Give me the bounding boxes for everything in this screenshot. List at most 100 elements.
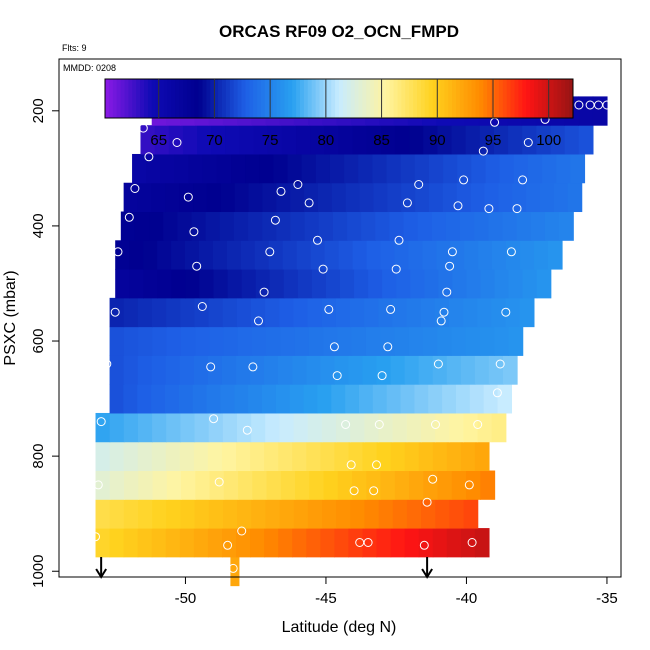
sample-point [332,371,342,381]
heatmap-cell [446,441,462,472]
heatmap-cell [248,211,263,241]
sample-point [313,235,322,245]
sample-point [293,180,303,189]
colorbar-segment [307,79,313,118]
heatmap-cell [406,499,422,529]
heatmap-cell [559,211,574,241]
colorbar-segment [124,79,129,118]
heatmap-cell [220,182,236,213]
heatmap-cell [157,269,172,299]
heatmap-cell [137,355,153,385]
heatmap-cell [438,269,453,299]
y-tick-label: 600 [30,328,47,353]
colorbar-segment [346,79,352,118]
heatmap-cell [352,240,368,270]
colorbar-segment [214,79,219,118]
heatmap-cell [264,441,279,472]
heatmap-cell [236,441,251,472]
colorbar-segment [448,79,453,118]
heatmap-cell [283,269,299,299]
heatmap-cell [143,240,158,270]
heatmap-cell [151,384,166,414]
heatmap-cell [404,441,420,472]
colorbar-segment [569,79,574,118]
colorbar-segment [358,79,363,118]
heatmap-cell [238,470,253,500]
colorbar-segment [413,79,418,118]
colorbar-segment [331,79,336,118]
heatmap-cell [233,211,249,241]
heatmap-cell [485,153,501,184]
y-axis-label: PSXC (mbar) [2,270,19,365]
heatmap-cell [289,384,305,414]
heatmap-cell [195,470,211,500]
sample-point [459,175,469,185]
colorbar-segment [463,79,469,118]
heatmap-cell [400,384,416,414]
heatmap-cell [553,182,569,213]
heatmap-cell [193,182,208,213]
heatmap-cell [322,499,337,529]
heatmap-cell [180,499,196,529]
heatmap-cell [434,297,450,328]
heatmap-cell [205,211,221,241]
heatmap-cell [408,326,424,356]
heatmap-cell [570,153,586,184]
heatmap-cell [123,355,139,385]
colorbar-segment [206,79,211,118]
sample-point [242,425,252,435]
heatmap-cell [123,441,139,472]
heatmap-cell [269,269,285,299]
heatmap-cell [279,499,295,529]
heatmap-cell [262,182,277,213]
heatmap-cell [389,211,405,241]
heatmap-cell [477,412,493,443]
heatmap-cell [422,326,438,356]
colorbar-segment [467,79,473,118]
sample-point [209,414,219,424]
heatmap-cell [198,240,214,270]
heatmap-cell [408,240,423,270]
heatmap-cell [428,153,444,184]
colorbar-segment [366,79,371,118]
sample-point [329,342,339,352]
heatmap-cell [266,470,282,500]
heatmap-cell [488,211,504,241]
colorbar-segment [444,79,449,118]
heatmap-cell [323,326,339,356]
heatmap-cell [392,412,408,443]
heatmap-cell [550,125,566,155]
heatmap-cell [129,240,144,270]
heatmap-cell [177,211,193,241]
heatmap-cell [152,326,168,356]
heatmap-cell [166,297,181,328]
y-tick-label: 800 [30,444,47,469]
colorbar-segment [296,79,301,118]
heatmap-cell [262,384,277,414]
heatmap-cell [137,384,152,414]
heatmap-cell [221,528,237,558]
heatmap-cell [401,182,416,213]
heatmap-cell [497,384,513,414]
heatmap-cell [268,240,284,270]
heatmap-cell [536,125,552,155]
heatmap-cell [321,412,337,443]
colorbar-segment [362,79,367,118]
heatmap-cell [202,153,218,184]
sample-point [113,247,123,257]
heatmap-cell [449,412,464,443]
heatmap-cell [317,384,332,414]
heatmap-cell [592,96,608,126]
colorbar-segment [495,79,500,118]
colorbar-segment [483,79,488,118]
heatmap-cell [234,384,249,414]
heatmap-cell [109,528,125,558]
heatmap-cell [435,412,450,443]
colorbar-segment [498,79,504,118]
colorbar-segment [374,79,379,118]
colorbar-segment [190,79,196,118]
heatmap-cell [182,125,198,155]
colorbar-segment [300,79,305,118]
heatmap-cell [534,240,549,270]
heatmap-cell [281,125,297,155]
